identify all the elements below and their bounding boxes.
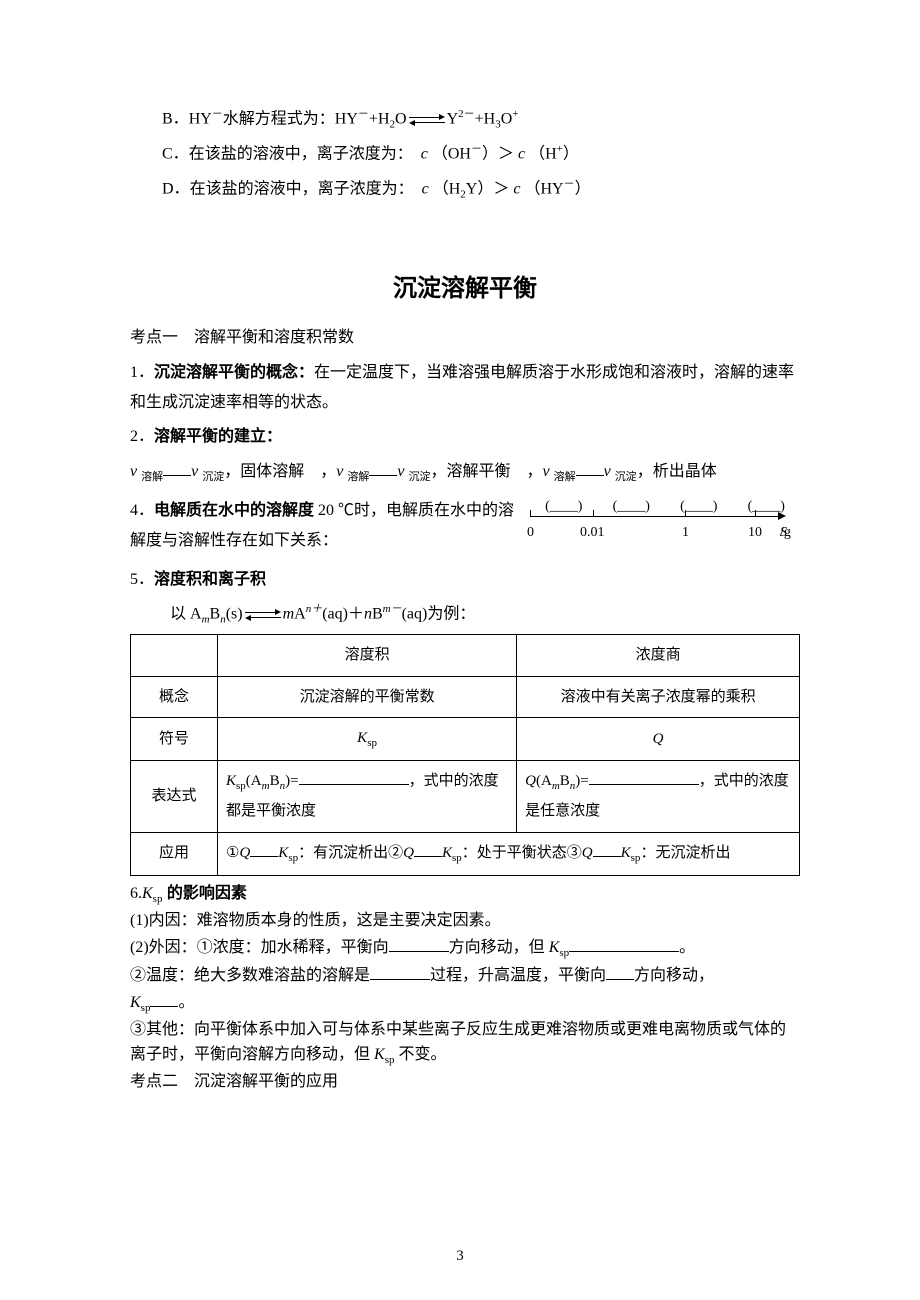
table-row: 表达式 Ksp(AmBn)=，式中的浓度都是平衡浓度 Q(AmBn)=，式中的浓… [131, 761, 800, 832]
fill-blank[interactable] [576, 459, 604, 476]
table-row: 符号 Ksp Q [131, 718, 800, 761]
topic-1: 考点一 溶解平衡和溶度积常数 [130, 323, 800, 353]
para-6-l1: (1)内因：难溶物质本身的性质，这是主要决定因素。 [130, 909, 800, 934]
para-6-block: 6.Ksp 的影响因素 (1)内因：难溶物质本身的性质，这是主要决定因素。 (2… [130, 882, 800, 1095]
para-6-l5: ③其他：向平衡体系中加入可与体系中某些离子反应生成更难溶物质或更难电离物质或气体… [130, 1018, 800, 1069]
option-c-prefix: C． [162, 146, 189, 163]
option-b: B．HY－水解方程式为：HY－+H2OY2－+H3O+ [130, 104, 800, 135]
table-row: 溶度积 浓度商 [131, 635, 800, 677]
fill-blank[interactable] [593, 841, 621, 857]
fill-blank[interactable] [589, 769, 699, 785]
para-6-head: 6.Ksp 的影响因素 [130, 882, 800, 908]
para-6-l2: (2)外因：①浓度：加水稀释，平衡向方向移动，但 Ksp。 [130, 935, 800, 962]
table-row: 概念 沉淀溶解的平衡常数 溶液中有关离子浓度幂的乘积 [131, 676, 800, 718]
equilibrium-arrow-icon [245, 610, 281, 620]
fill-blank[interactable] [150, 990, 178, 1007]
option-d: D．在该盐的溶液中，离子浓度为： c （H2Y）＞ c （HY－） [130, 174, 800, 205]
para-2b: v 溶解v 沉淀，固体溶解 ，v 溶解v 沉淀，溶解平衡 ，v 溶解v 沉淀，析… [130, 457, 800, 488]
ksp-table: 溶度积 浓度商 概念 沉淀溶解的平衡常数 溶液中有关离子浓度幂的乘积 符号 Ks… [130, 634, 800, 875]
para-5: 5．溶度积和离子积 [130, 565, 800, 595]
fill-blank[interactable] [606, 963, 634, 980]
fill-blank[interactable] [299, 769, 409, 785]
option-c: C．在该盐的溶液中，离子浓度为： c （OH－）＞ c （H+） [130, 139, 800, 170]
fill-blank[interactable] [369, 459, 397, 476]
fill-blank[interactable] [163, 459, 191, 476]
para-6-l4: Ksp。 [130, 990, 800, 1017]
fill-blank[interactable] [389, 935, 449, 952]
para-4-row: 4．电解质在水中的溶解度 20 ℃时，电解质在水中的溶解度与溶解性存在如下关系：… [130, 492, 800, 561]
fill-blank[interactable] [250, 841, 278, 857]
topic-2: 考点二 沉淀溶解平衡的应用 [130, 1070, 800, 1095]
page: B．HY－水解方程式为：HY－+H2OY2－+H3O+ C．在该盐的溶液中，离子… [0, 0, 920, 1300]
arrow-right-icon [778, 512, 786, 520]
para-1: 1．沉淀溶解平衡的概念：在一定温度下，当难溶强电解质溶于水形成饱和溶液时，溶解的… [130, 358, 800, 419]
para-4: 4．电解质在水中的溶解度 20 ℃时，电解质在水中的溶解度与溶解性存在如下关系： [130, 496, 530, 557]
fill-blank[interactable] [414, 841, 442, 857]
page-number: 3 [0, 1242, 920, 1271]
table-row: 应用 ①QKsp：有沉淀析出②QKsp：处于平衡状态③QKsp：无沉淀析出 [131, 832, 800, 875]
section-title: 沉淀溶解平衡 [130, 266, 800, 312]
option-b-prefix: B． [162, 110, 189, 127]
solubility-axis: (____) (____) (____) (____) 0 0.01 1 [530, 494, 800, 542]
fill-blank[interactable] [569, 935, 679, 952]
fill-blank[interactable] [370, 963, 430, 980]
option-d-prefix: D． [162, 180, 190, 197]
para-6-l3: ②温度：绝大多数难溶盐的溶解是过程，升高温度，平衡向方向移动， [130, 963, 800, 989]
para-5b: 以 AmBn(s)mAn＋(aq)＋nBm－(aq)为例： [130, 599, 800, 630]
para-2: 2．溶解平衡的建立： [130, 422, 800, 452]
equilibrium-arrow-icon [409, 115, 445, 125]
